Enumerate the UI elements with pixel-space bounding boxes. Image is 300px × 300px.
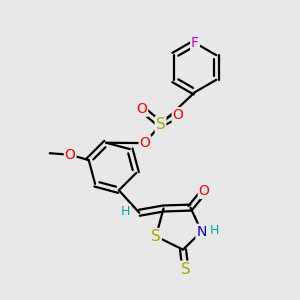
Text: S: S [181, 262, 190, 277]
Text: O: O [136, 102, 147, 116]
Text: N: N [196, 225, 207, 238]
Text: S: S [151, 229, 161, 244]
Text: O: O [140, 136, 150, 150]
Text: H: H [121, 205, 130, 218]
Text: O: O [172, 108, 183, 122]
Text: F: F [191, 36, 199, 50]
Text: S: S [156, 117, 165, 132]
Text: O: O [199, 184, 209, 198]
Text: O: O [65, 148, 76, 162]
Text: H: H [209, 224, 219, 237]
